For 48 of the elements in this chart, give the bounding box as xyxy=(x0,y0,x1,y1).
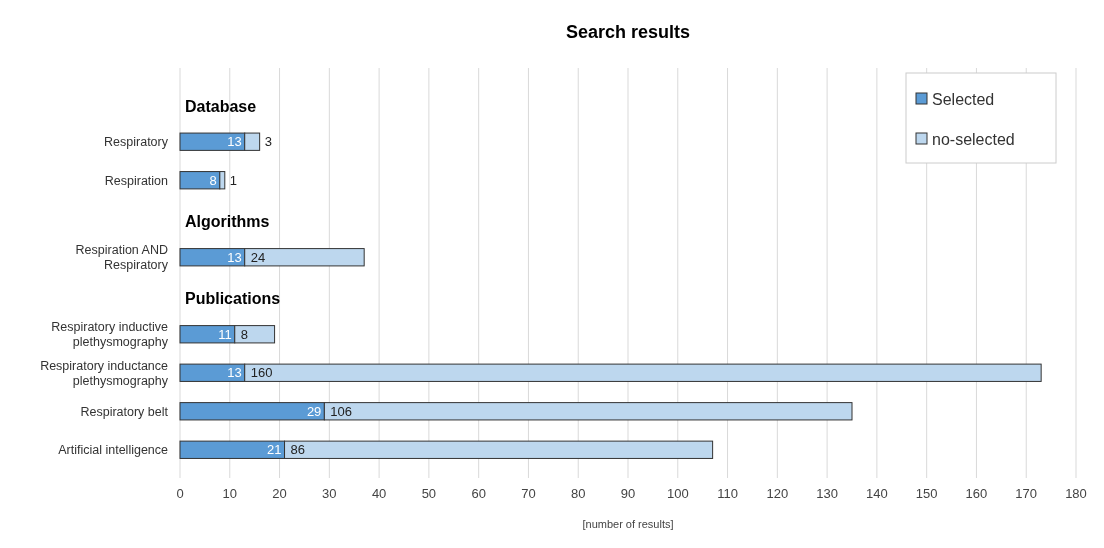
x-tick-label: 20 xyxy=(272,486,287,501)
chart-title: Search results xyxy=(565,22,691,42)
y-tick-label: Respiratory inductance plethysmography xyxy=(40,358,169,388)
y-tick-label: Respiratory belt xyxy=(80,404,169,419)
data-label: 3 xyxy=(264,134,272,150)
legend-label: no-selected xyxy=(932,130,1015,148)
data-label: 86 xyxy=(290,442,305,458)
x-tick-label: 100 xyxy=(666,486,689,501)
x-tick-label: 80 xyxy=(570,486,586,501)
data-label: 106 xyxy=(330,403,353,419)
annotation: Algorithms xyxy=(185,213,270,231)
y-tick-label: Artificial intelligence xyxy=(58,443,169,458)
x-tick-label: 150 xyxy=(915,486,938,501)
data-label: 13 xyxy=(227,365,242,381)
y-tick-label: Respiratory inductive plethysmography xyxy=(51,320,169,350)
y-tick-label: Respiration xyxy=(104,173,169,188)
x-axis-title: [number of results] xyxy=(582,518,674,530)
data-label: 11 xyxy=(218,326,232,342)
legend-label: Selected xyxy=(932,90,995,108)
x-tick-label: 140 xyxy=(866,486,888,501)
x-tick-label: 180 xyxy=(1065,486,1087,501)
x-tick-label: 10 xyxy=(222,486,238,501)
x-tick-label: 50 xyxy=(421,486,437,501)
annotation: Database xyxy=(185,97,257,115)
bar xyxy=(179,171,221,190)
data-label: 8 xyxy=(240,326,248,342)
data-label: 21 xyxy=(267,442,282,458)
x-tick-label: 0 xyxy=(176,486,184,501)
annotation: Publications xyxy=(185,290,281,308)
x-tick-label: 40 xyxy=(371,486,387,501)
x-tick-label: 170 xyxy=(1015,486,1038,501)
data-label: 160 xyxy=(250,365,273,381)
y-tick-label: Respiration AND Respiratory xyxy=(75,243,169,273)
x-tick-label: 90 xyxy=(620,486,636,501)
x-tick-label: 60 xyxy=(471,486,486,501)
data-label: 8 xyxy=(209,172,217,188)
data-label: 13 xyxy=(227,134,242,150)
x-tick-label: 30 xyxy=(322,486,337,501)
x-tick-label: 70 xyxy=(521,486,536,501)
data-label: 13 xyxy=(227,249,242,265)
x-tick-label: 110 xyxy=(717,486,738,501)
y-tick-label: Respiratory xyxy=(104,135,169,150)
data-label: 1 xyxy=(229,172,238,188)
data-label: 24 xyxy=(250,249,266,265)
x-tick-label: 130 xyxy=(816,486,838,501)
x-tick-label: 120 xyxy=(766,486,789,501)
x-tick-label: 160 xyxy=(965,486,988,501)
data-label: 29 xyxy=(306,403,322,419)
